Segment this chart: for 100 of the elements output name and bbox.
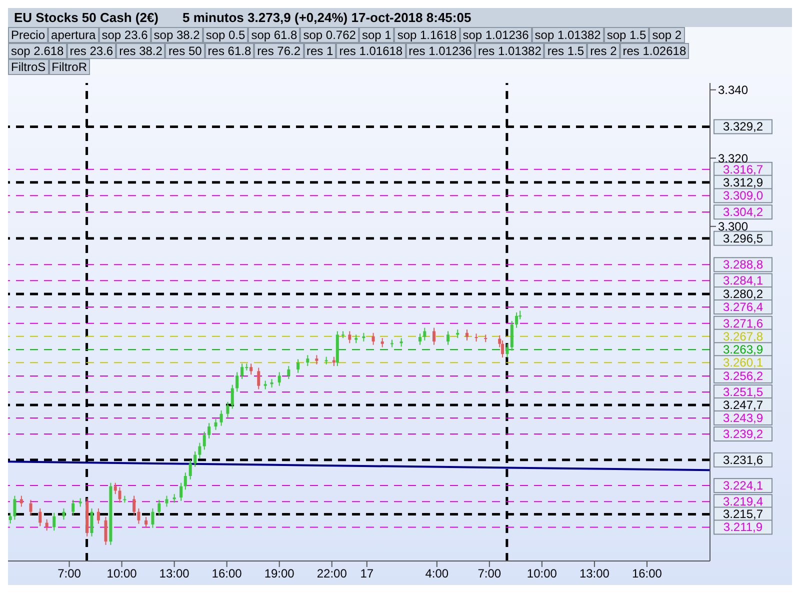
- x-tick-label: 7:00: [478, 566, 502, 581]
- text: sop 1.1618: [394, 27, 460, 43]
- ref-line-label: 3.215,7: [722, 507, 764, 522]
- ref-line-label: 3.211,9: [723, 520, 763, 534]
- candlestick: [194, 450, 197, 468]
- text: res 1.01382: [474, 43, 544, 59]
- candlestick: [38, 508, 42, 527]
- candlestick: [165, 495, 168, 508]
- candlestick: [348, 330, 352, 344]
- text: res 50: [165, 43, 205, 59]
- candlestick: [506, 343, 509, 358]
- candlestick: [332, 356, 336, 367]
- candlestick: [474, 333, 478, 342]
- candlestick: [208, 422, 211, 439]
- ref-line-label: 3.256,2: [722, 368, 764, 383]
- candlestick: [90, 508, 94, 537]
- candlestick: [510, 320, 514, 352]
- candlestick: [20, 495, 23, 508]
- x-tick-label: 19:00: [264, 566, 295, 581]
- x-tick-label: 7:00: [58, 566, 82, 581]
- candlestick: [315, 354, 318, 365]
- candlestick: [96, 508, 100, 524]
- candlestick: [423, 327, 426, 341]
- text: res 23.6: [66, 43, 116, 59]
- candlestick: [236, 372, 239, 392]
- candlestick: [278, 372, 281, 386]
- text: FiltroR: [48, 59, 90, 75]
- text: res 2: [587, 43, 620, 59]
- text: Precio: [8, 27, 48, 43]
- candlestick: [226, 401, 230, 418]
- candlestick: [287, 366, 290, 380]
- chart-subtitle: 5 minutos 3.273,9 (+0,24%) 17-oct-2018 8:45:05: [182, 10, 472, 25]
- candlestick: [465, 329, 468, 341]
- x-tick-label: 13:00: [159, 566, 190, 581]
- ref-line-label: 3.271,6: [722, 316, 764, 330]
- ref-line-label: 3.263,9: [722, 342, 764, 357]
- ref-line-label: 3.267,8: [722, 329, 764, 344]
- text: apertura: [48, 27, 99, 43]
- candlestick: [29, 499, 32, 516]
- candlestick: [202, 431, 206, 450]
- candlestick: [45, 518, 48, 532]
- candlestick: [296, 358, 300, 374]
- ref-line-label: 3.247,7: [722, 398, 764, 412]
- candlestick: [198, 442, 202, 459]
- text: res 1.5: [544, 43, 588, 59]
- candlestick: [158, 499, 161, 516]
- candlestick: [418, 333, 422, 346]
- x-tick-label: 22:00: [316, 566, 348, 581]
- text: sop 2: [649, 27, 685, 43]
- ref-line-label: 3.219,4: [722, 494, 764, 509]
- candlestick: [184, 472, 187, 490]
- text: sop 23.6: [98, 27, 151, 43]
- ref-line-label: 3.304,2: [722, 205, 764, 220]
- text: FiltroS: [8, 59, 49, 75]
- candlestick: [214, 418, 218, 430]
- text: sop 0.762: [300, 27, 359, 43]
- candlestick: [114, 482, 117, 495]
- candlestick: [306, 354, 310, 367]
- candlestick: [13, 495, 16, 520]
- candlestick: [220, 410, 223, 426]
- ref-line-label: 3.260,1: [722, 356, 764, 370]
- x-tick-label: 16:00: [632, 566, 662, 581]
- text: sop 2.618: [8, 43, 67, 59]
- text: res 1.01236: [406, 43, 475, 59]
- text: res 38.2: [116, 43, 166, 59]
- text: res 76.2: [254, 43, 304, 59]
- text: sop 61.8: [248, 27, 300, 43]
- candlestick: [137, 508, 140, 524]
- text: sop 1.5: [604, 27, 650, 43]
- text: sop 0.5: [202, 27, 248, 43]
- ref-line-label: 3.280,2: [722, 287, 764, 302]
- candlestick: [8, 512, 12, 524]
- candlestick: [515, 312, 518, 328]
- candlestick: [446, 330, 450, 346]
- ref-line-label: 3.296,5: [722, 231, 764, 246]
- x-tick-label: 10:00: [106, 566, 138, 581]
- text: res 1: [304, 43, 336, 59]
- text: sop 1: [358, 27, 394, 43]
- ref-line-label: 3.224,1: [722, 478, 764, 493]
- candlestick: [501, 340, 504, 358]
- ref-line-label: 3.312,9: [722, 175, 764, 190]
- candlestick: [118, 486, 122, 504]
- candlestick: [230, 384, 234, 410]
- candlestick: [52, 512, 56, 532]
- x-tick-label: 16:00: [212, 566, 242, 581]
- candlestick: [144, 516, 148, 528]
- x-tick-label: 10:00: [526, 566, 558, 581]
- ref-line-label: 3.329,2: [722, 120, 764, 134]
- text: sop 38.2: [150, 27, 203, 43]
- text: sop 1.01382: [532, 27, 604, 43]
- x-tick-label: 4:00: [425, 566, 449, 581]
- candlestick: [180, 482, 183, 502]
- ref-line-label: 3.309,0: [722, 188, 764, 203]
- candlestick: [62, 508, 66, 520]
- ref-line-label: 3.251,5: [722, 384, 764, 399]
- ref-line-label: 3.284,1: [722, 274, 764, 288]
- candlestick: [372, 332, 375, 346]
- text: sop 1.01236: [460, 27, 532, 43]
- ref-line-label: 3.288,8: [722, 258, 764, 272]
- candlestick: [257, 367, 260, 390]
